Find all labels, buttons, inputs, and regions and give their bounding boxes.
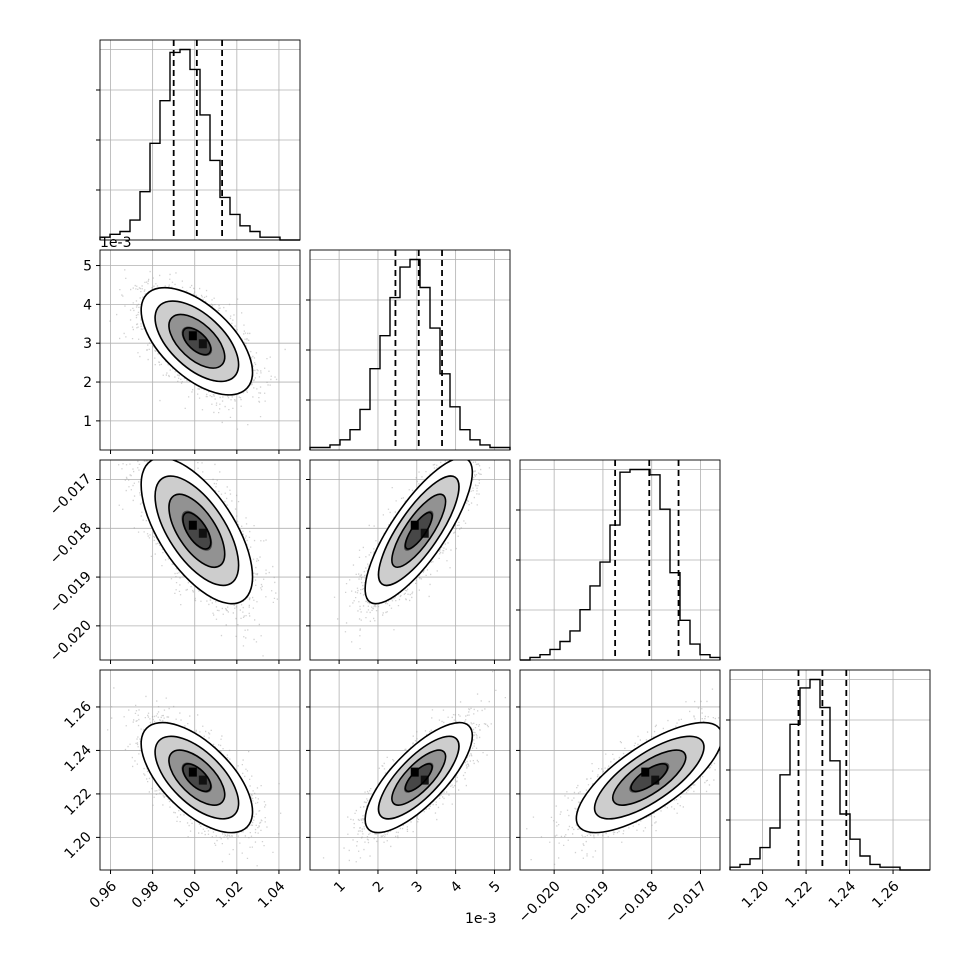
x-tick-label: −0.018: [613, 878, 661, 926]
offset-text-x: 1e-3: [465, 911, 496, 927]
panel-content: [100, 250, 300, 450]
histogram-step: [729, 678, 930, 871]
y-tick-label: −0.018: [47, 520, 95, 568]
y-tick-label: −0.017: [47, 471, 95, 519]
contour-line: [182, 763, 212, 793]
y-tick-label: −0.019: [47, 569, 95, 617]
contour-line: [593, 735, 705, 820]
contour-line: [364, 460, 474, 605]
density-peak: [198, 339, 207, 349]
density-peak: [198, 775, 207, 785]
x-tick-label: 2: [370, 878, 388, 896]
y-tick-label: 1.24: [61, 742, 94, 775]
panel-frame: [99, 459, 301, 661]
y-tick-label: 5: [83, 259, 92, 275]
scatter-panel-3-1: [306, 669, 511, 874]
contour-line: [404, 511, 433, 550]
panel-frame: [99, 249, 301, 451]
contour-line: [377, 475, 460, 587]
y-tick-label: 1.26: [61, 698, 94, 731]
histogram-step: [99, 48, 300, 241]
contour-line: [168, 493, 226, 568]
y-tick-label: 1.20: [61, 829, 94, 862]
contour-line: [140, 721, 254, 834]
y-tick-label: −0.020: [47, 617, 95, 665]
contour-line: [154, 300, 240, 383]
histogram-step: [309, 258, 511, 450]
contour-line: [364, 721, 474, 834]
contour-line: [140, 286, 254, 396]
contour-line: [630, 763, 669, 793]
panel-frame: [309, 669, 511, 871]
density-fill: [181, 510, 213, 551]
offset-text-y: 1e-3: [100, 235, 131, 251]
density-peak: [188, 520, 197, 530]
x-tick-label: −0.020: [516, 878, 564, 926]
density-fill: [404, 510, 434, 551]
panel-frame: [99, 669, 301, 871]
contour-line: [168, 749, 226, 806]
panel-frame: [519, 669, 721, 871]
contour-line: [154, 735, 240, 820]
y-tick-label: 4: [83, 297, 92, 313]
scatter-panel-2-0: [96, 459, 301, 664]
contour-line: [168, 313, 226, 369]
histogram-panel-3: [726, 669, 931, 874]
histogram-panel-0: [96, 39, 301, 241]
x-tick-label: 1.24: [826, 878, 859, 911]
x-tick-label: 1.00: [171, 878, 204, 911]
x-tick-label: 5: [486, 878, 504, 896]
x-tick-label: 0.98: [129, 878, 162, 911]
contour-line: [391, 749, 447, 806]
contour-line: [377, 735, 460, 820]
scatter-panel-2-1: [306, 459, 511, 664]
density-peak: [641, 767, 650, 777]
x-tick-label: 1.02: [213, 878, 246, 911]
y-tick-label: 3: [83, 336, 92, 352]
density-peak: [651, 775, 660, 785]
histogram-panel-1: [306, 249, 511, 451]
x-tick-label: −0.017: [662, 878, 710, 926]
histogram-panel-2: [516, 459, 721, 661]
scatter-panel-3-0: [96, 669, 301, 874]
panel-frame: [309, 459, 511, 661]
contour-line: [404, 763, 433, 793]
contour-line: [154, 475, 240, 587]
panel-content: [100, 460, 300, 660]
panel-content: [310, 670, 510, 870]
contour-line: [612, 749, 687, 806]
density-fill: [629, 762, 670, 793]
panel-content: [310, 460, 510, 660]
x-tick-label: −0.019: [565, 878, 613, 926]
contour-line: [182, 511, 212, 550]
x-tick-label: 1.26: [869, 878, 902, 911]
y-tick-label: 1: [83, 414, 92, 430]
density-fill: [404, 762, 434, 793]
x-tick-label: 4: [448, 878, 466, 896]
x-tick-label: 3: [409, 878, 427, 896]
density-peak: [188, 767, 197, 777]
x-tick-label: 0.96: [87, 878, 120, 911]
histogram-step: [520, 468, 721, 661]
contour-line: [140, 460, 254, 605]
density-peak: [188, 331, 197, 341]
x-tick-label: 1.20: [739, 878, 772, 911]
x-tick-label: 1.22: [782, 878, 815, 911]
density-peak: [198, 528, 207, 538]
contour-line: [182, 327, 212, 356]
contour-line: [391, 493, 447, 568]
x-tick-label: 1: [331, 878, 349, 896]
scatter-panel-3-2: [516, 669, 721, 874]
panel-content: [100, 670, 300, 870]
scatter-panel-1-0: [96, 249, 301, 454]
x-tick-label: 1.04: [255, 878, 288, 911]
panel-content: [520, 670, 720, 870]
y-tick-label: 2: [83, 375, 92, 391]
y-tick-label: 1.22: [61, 785, 94, 818]
